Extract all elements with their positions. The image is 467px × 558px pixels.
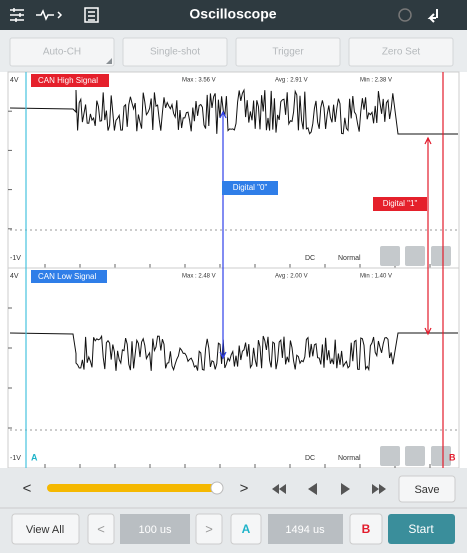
toolbar-label: Zero Set	[382, 47, 421, 58]
time-div-box	[120, 514, 190, 544]
bottom-label: -1V	[10, 255, 21, 262]
view-all-button[interactable]	[11, 513, 80, 545]
signal-name: CAN High Signal	[38, 76, 98, 85]
save-button[interactable]	[398, 475, 456, 503]
top-bar	[0, 0, 467, 30]
dec-button[interactable]	[87, 513, 115, 545]
inc-label: >	[205, 521, 213, 536]
panel-button[interactable]	[380, 446, 400, 466]
save-label: Save	[414, 484, 439, 496]
toolbar-label: Auto-CH	[43, 47, 81, 58]
prev-button[interactable]: <	[23, 480, 32, 497]
max: Max : 2.48 V	[182, 274, 216, 280]
a-button[interactable]	[230, 513, 262, 545]
annotation-1-box	[373, 197, 427, 211]
bottom-label: -1V	[10, 455, 21, 462]
toolbar-button[interactable]	[9, 37, 115, 67]
dropdown-corner	[106, 58, 112, 64]
avg: Avg : 2.00 V	[275, 274, 308, 280]
coupling: DC	[305, 455, 315, 462]
panel-button[interactable]	[405, 246, 425, 266]
a-label: A	[242, 522, 251, 536]
arrow-head	[219, 110, 227, 360]
next-button[interactable]: >	[240, 480, 249, 497]
back-icon[interactable]	[427, 9, 438, 23]
signal-name: CAN Low Signal	[38, 272, 96, 281]
toolbar-label: Single-shot	[150, 47, 200, 58]
toolbar-label: Trigger	[272, 47, 304, 58]
min: Min : 2.38 V	[360, 78, 392, 84]
panel-button[interactable]	[431, 246, 451, 266]
arrow-head	[424, 136, 432, 336]
menu-icons[interactable]	[10, 7, 99, 23]
time-pos: 1494 us	[285, 524, 325, 536]
top-label: 4V	[10, 77, 19, 84]
time-pos-box	[268, 514, 343, 544]
coupling: DC	[305, 255, 315, 262]
toolbar-button[interactable]	[122, 37, 228, 67]
max: Max : 3.56 V	[182, 78, 216, 84]
cursor-b-label: B	[449, 452, 456, 462]
dec-label: <	[97, 521, 105, 536]
start-button[interactable]	[388, 514, 455, 544]
view-all-label: View All	[26, 524, 64, 536]
start-label: Start	[408, 522, 434, 536]
mode: Normal	[338, 455, 361, 462]
slider-knob[interactable]	[210, 481, 224, 495]
annotation-0-box	[222, 181, 278, 195]
signal-badge	[31, 74, 109, 87]
refresh-icon[interactable]	[398, 8, 412, 22]
mode: Normal	[338, 255, 361, 262]
toolbar-button[interactable]	[235, 37, 341, 67]
b-button[interactable]	[349, 513, 383, 545]
panel-button[interactable]	[431, 446, 451, 466]
b-label: B	[362, 522, 371, 536]
scope-panel	[7, 267, 460, 469]
toolbar-button[interactable]	[348, 37, 454, 67]
top-label: 4V	[10, 273, 19, 280]
signal-badge	[31, 270, 107, 283]
slider-track[interactable]	[47, 484, 222, 492]
waveform	[9, 332, 458, 372]
title: Oscilloscope	[189, 6, 276, 22]
playback-icons[interactable]	[272, 483, 386, 495]
cursor-a-label: A	[31, 452, 38, 462]
inc-button[interactable]	[195, 513, 223, 545]
waveform	[9, 88, 458, 135]
time-div: 100 us	[138, 524, 172, 536]
panel-button[interactable]	[405, 446, 425, 466]
annotation-1: Digital "1"	[383, 199, 418, 208]
annotation-0: Digital "0"	[233, 183, 268, 192]
panel-button[interactable]	[380, 246, 400, 266]
min: Min : 1.40 V	[360, 274, 392, 280]
avg: Avg : 2.91 V	[275, 78, 308, 84]
